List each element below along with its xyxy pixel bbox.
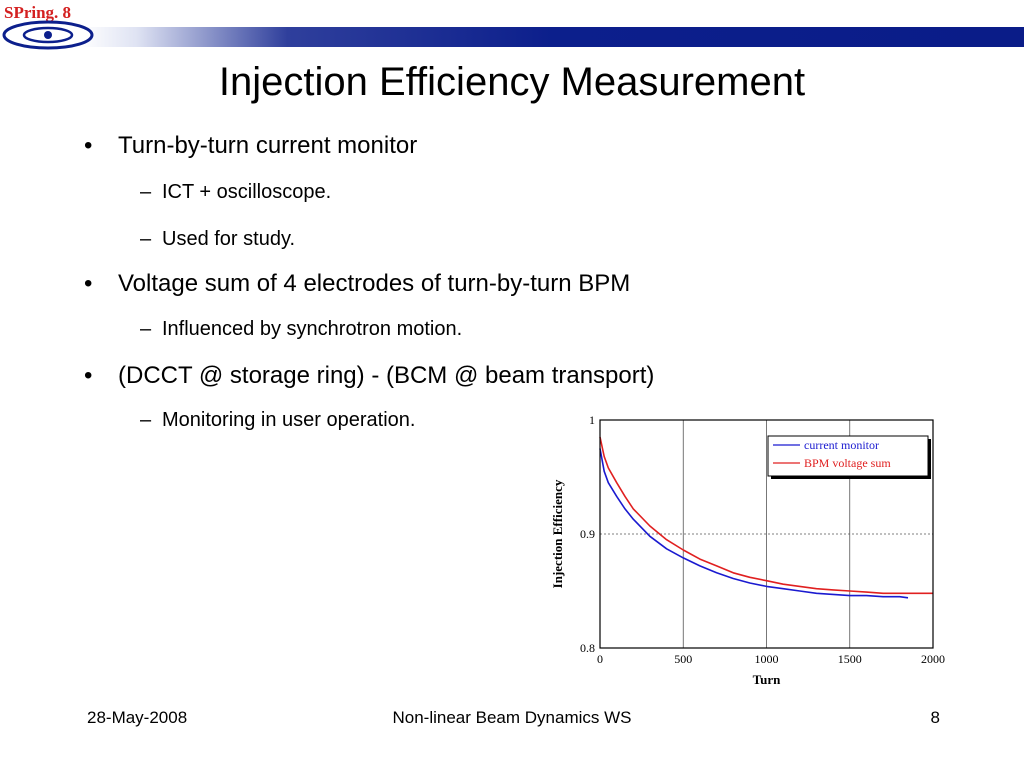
sub-bullet-item: – Influenced by synchrotron motion. [140, 317, 463, 341]
sub-bullet-text: Used for study. [162, 228, 296, 250]
y-tick-label: 0.9 [580, 527, 595, 541]
injection-efficiency-chart: 0 500 1000 1500 2000 0.8 0.9 1 Turn Injection Eff… [550, 413, 945, 687]
y-tick-label: 0.8 [580, 641, 595, 655]
series-line-2 [599, 436, 933, 595]
sub-bullet-text: ICT + oscilloscope. [162, 181, 332, 203]
sub-bullet-text: Influenced by synchrotron motion. [162, 318, 463, 340]
bullet-item: • Turn-by-turn current monitor [84, 132, 418, 160]
dash-glyph: – [140, 318, 152, 340]
bullet-text: Voltage sum of 4 electrodes of turn-by-t… [118, 270, 631, 297]
page-number: 8 [930, 708, 940, 727]
x-tick-label: 2000 [921, 652, 945, 666]
bullet-item: • Voltage sum of 4 electrodes of turn-by… [84, 270, 631, 298]
y-axis-label: Injection Efficiency [550, 479, 565, 588]
series-line-1 [599, 448, 909, 599]
bullet-item: • (DCCT @ storage ring) - (BCM @ beam tr… [84, 362, 655, 390]
footer-center: Non-linear Beam Dynamics WS [392, 708, 632, 727]
page-title: Injection Efficiency Measurement [218, 60, 806, 104]
header-bar [80, 27, 1024, 47]
logo-text: SPring. 8 [4, 3, 71, 22]
x-axis-label: Turn [753, 672, 781, 687]
bullet-glyph: • [84, 132, 93, 159]
sub-bullet-item: – Monitoring in user operation. [140, 408, 416, 432]
legend-label: current monitor [804, 438, 879, 452]
plot-frame [599, 419, 934, 649]
x-tick-label: 1500 [838, 652, 862, 666]
y-tick-label: 1 [589, 413, 595, 427]
dash-glyph: – [140, 181, 152, 203]
bullet-glyph: • [84, 270, 93, 297]
x-tick-label: 500 [674, 652, 692, 666]
legend-label: BPM voltage sum [804, 456, 891, 470]
x-tick-label: 0 [597, 652, 603, 666]
footer-date: 28-May-2008 [87, 708, 188, 727]
dash-glyph: – [140, 228, 152, 250]
bullet-text: (DCCT @ storage ring) - (BCM @ beam tran… [118, 362, 655, 389]
sub-bullet-text: Monitoring in user operation. [162, 409, 416, 431]
dash-glyph: – [140, 409, 152, 431]
spring8-logo: SPring. 8 [2, 3, 94, 50]
bullet-glyph: • [84, 362, 93, 389]
legend-box [767, 435, 929, 477]
sub-bullet-item: – ICT + oscilloscope. [140, 180, 332, 204]
x-tick-label: 1000 [755, 652, 779, 666]
bullet-text: Turn-by-turn current monitor [118, 132, 418, 159]
sub-bullet-item: – Used for study. [140, 227, 296, 251]
